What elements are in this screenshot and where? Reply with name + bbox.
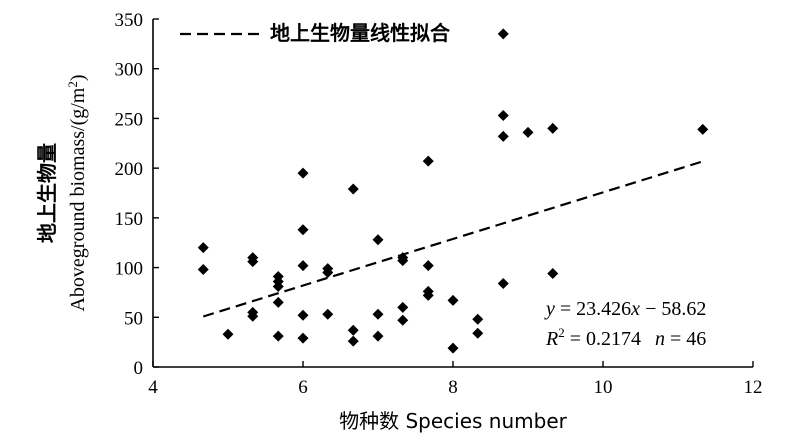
y-axis-title-en-group: Aboveground biomass/(g/m2) xyxy=(65,74,89,311)
ticks: 4 6 8 10 12 0 50 100 150 200 250 300 350 xyxy=(115,10,763,398)
data-point xyxy=(522,126,534,138)
data-point xyxy=(322,267,334,279)
data-point xyxy=(472,327,484,339)
data-point xyxy=(472,313,484,325)
data-point xyxy=(447,342,459,354)
data-point xyxy=(547,268,559,280)
data-point xyxy=(297,260,309,272)
x-tick-label: 10 xyxy=(594,377,613,398)
points-layer xyxy=(197,28,709,354)
data-point xyxy=(497,130,509,142)
data-point xyxy=(297,309,309,321)
data-point xyxy=(422,155,434,167)
legend-label: 地上生物量线性拟合 xyxy=(270,21,451,45)
data-point xyxy=(247,256,259,268)
regression-stats: R2 = 0.2174 n = 46 xyxy=(545,325,706,350)
data-point xyxy=(272,330,284,342)
data-point xyxy=(397,314,409,326)
y-tick-label: 50 xyxy=(124,308,143,329)
y-tick-label: 150 xyxy=(115,209,144,230)
data-point xyxy=(272,296,284,308)
regression-equation: y = 23.426x − 58.62 xyxy=(544,298,706,320)
x-tick-label: 6 xyxy=(298,377,308,398)
data-point xyxy=(372,308,384,320)
data-point xyxy=(447,294,459,306)
data-point xyxy=(197,242,209,254)
regression-line xyxy=(202,160,704,318)
x-tick-label: 12 xyxy=(744,377,763,398)
data-point xyxy=(297,332,309,344)
y-axis-title-cn: 地上生物量 xyxy=(35,143,59,243)
data-point xyxy=(697,123,709,135)
y-tick-label: 100 xyxy=(115,259,144,280)
data-point xyxy=(322,308,334,320)
data-point xyxy=(347,183,359,195)
data-point xyxy=(547,122,559,134)
y-tick-label: 300 xyxy=(115,60,144,81)
y-tick-label: 200 xyxy=(115,159,144,180)
data-point xyxy=(197,264,209,276)
data-point xyxy=(397,301,409,313)
data-point xyxy=(222,328,234,340)
fit-layer xyxy=(202,160,704,318)
data-point xyxy=(297,224,309,236)
data-point xyxy=(297,167,309,179)
data-point xyxy=(247,310,259,322)
x-axis-title: 物种数 Species number xyxy=(339,409,568,433)
data-point xyxy=(397,255,409,267)
data-point xyxy=(372,330,384,342)
data-point xyxy=(272,280,284,292)
y-tick-label: 250 xyxy=(115,109,144,130)
y-tick-label: 0 xyxy=(134,358,144,379)
data-point xyxy=(347,335,359,347)
x-tick-label: 8 xyxy=(448,377,458,398)
data-point xyxy=(347,324,359,336)
x-tick-label: 4 xyxy=(148,377,158,398)
y-tick-label: 350 xyxy=(115,10,144,31)
y-axis-title-en: Aboveground biomass/(g/m2) xyxy=(65,74,89,311)
legend: 地上生物量线性拟合 xyxy=(180,21,451,45)
data-point xyxy=(497,277,509,289)
data-point xyxy=(422,260,434,272)
data-point xyxy=(497,109,509,121)
y-axis-title: 地上生物量 xyxy=(35,143,59,243)
data-point xyxy=(372,234,384,246)
data-point xyxy=(497,28,509,40)
data-point xyxy=(422,289,434,301)
